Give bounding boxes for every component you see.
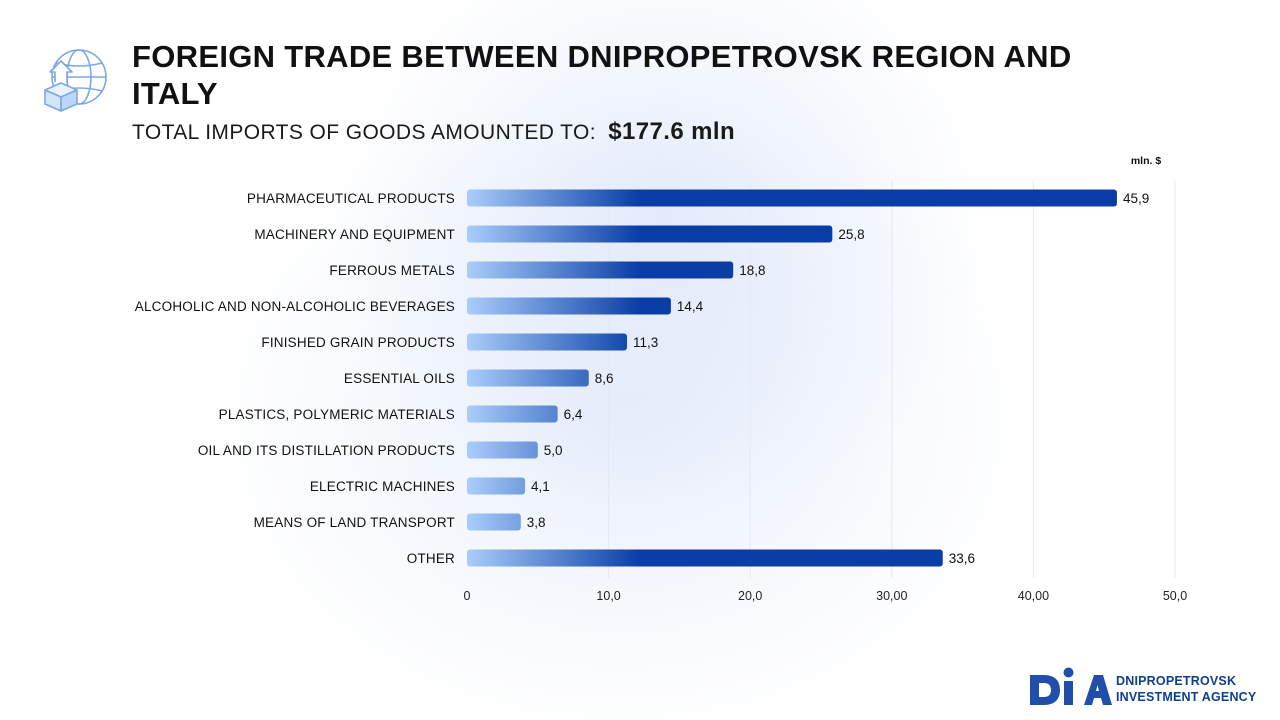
bar-value-label: 33,6 [949,551,975,566]
category-label: OIL AND ITS DISTILLATION PRODUCTS [198,443,455,458]
bar-value-label: 8,6 [595,371,614,386]
bar-value-label: 25,8 [838,227,864,242]
bar-value-label: 4,1 [531,479,550,494]
unit-label: mln. $ [1131,155,1162,167]
globe-box-upload-icon [44,49,107,112]
category-label: MEANS OF LAND TRANSPORT [254,515,455,530]
bar [467,477,526,495]
x-tick-label: 40,00 [1018,589,1049,603]
x-tick-label: 30,00 [876,589,907,603]
bar-value-label: 11,3 [633,335,658,350]
bar [467,225,833,243]
category-label: ALCOHOLIC AND NON-ALCOHOLIC BEVERAGES [135,299,455,314]
logo-line-2: INVESTMENT AGENCY [1116,690,1257,704]
category-label: PHARMACEUTICAL PRODUCTS [247,191,455,206]
x-tick-label: 10,0 [596,589,620,603]
bar-value-label: 45,9 [1123,191,1149,206]
category-label: ESSENTIAL OILS [344,371,455,386]
bar-value-label: 18,8 [739,263,765,278]
subtitle: TOTAL IMPORTS OF GOODS AMOUNTED TO: $177… [132,118,735,146]
bar-value-label: 6,4 [564,407,583,422]
dia-logo-text: DNIPROPETROVSK INVESTMENT AGENCY [1116,673,1280,705]
bar [467,549,943,567]
subtitle-label: TOTAL IMPORTS OF GOODS AMOUNTED TO: [132,121,597,144]
category-label: ELECTRIC MACHINES [310,479,455,494]
category-label: MACHINERY AND EQUIPMENT [254,227,455,242]
page-title: FOREIGN TRADE BETWEEN DNIPROPETROVSK REG… [132,39,1072,111]
category-label: PLASTICS, POLYMERIC MATERIALS [219,407,455,422]
total-imports-value: $177.6 mln [608,118,736,145]
bar-value-label: 5,0 [544,443,563,458]
x-tick-label: 20,0 [738,589,762,603]
category-label: FERROUS METALS [329,263,455,278]
bar [467,189,1117,207]
bar-value-label: 14,4 [677,299,704,314]
bar [467,297,671,315]
bar [467,261,734,279]
dia-logo-mark [1030,667,1112,705]
bar [467,369,589,387]
bar-value-label: 3,8 [527,515,546,530]
bar [467,441,538,459]
bar [467,333,628,351]
logo-line-1: DNIPROPETROVSK [1116,674,1237,688]
bar [467,513,521,531]
x-tick-label: 50,0 [1163,589,1187,603]
bar [467,405,558,423]
category-label: OTHER [407,551,455,566]
x-tick-label: 0 [464,589,471,603]
category-label: FINISHED GRAIN PRODUCTS [261,335,455,350]
